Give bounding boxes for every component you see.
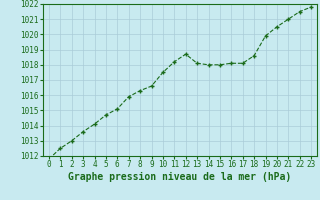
X-axis label: Graphe pression niveau de la mer (hPa): Graphe pression niveau de la mer (hPa) bbox=[68, 172, 292, 182]
